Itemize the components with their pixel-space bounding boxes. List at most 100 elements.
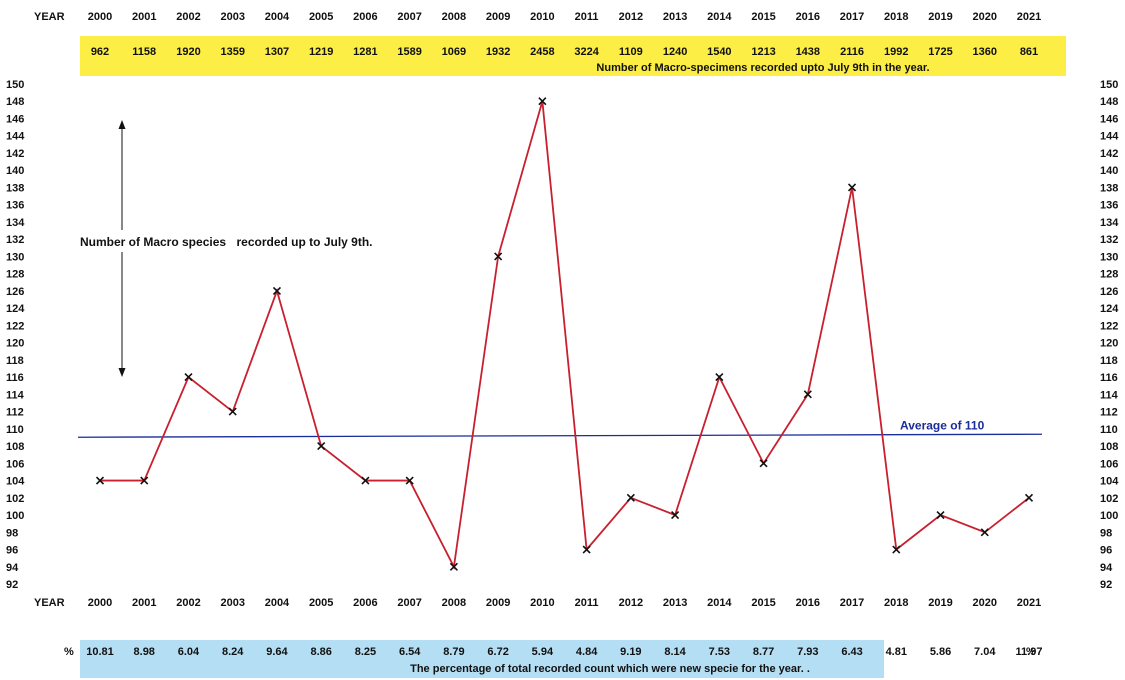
percent-value: 6.54 bbox=[399, 646, 421, 658]
top-year-label: 2019 bbox=[928, 11, 952, 23]
percent-value: 6.43 bbox=[841, 646, 862, 658]
data-point bbox=[936, 510, 945, 520]
top-year-header: YEAR bbox=[34, 11, 65, 23]
y-tick-label-left: 98 bbox=[6, 527, 18, 539]
percent-value: 8.79 bbox=[443, 646, 464, 658]
specimen-counts: 962 1158 1920 1359 1307 1219 1281 1589 1069 1932 2… bbox=[91, 46, 1038, 58]
y-tick-label-left: 150 bbox=[6, 79, 24, 91]
percent-value: 4.84 bbox=[576, 646, 598, 658]
percent-values: 10.81 8.98 6.04 8.24 9.64 8.86 8.25 6.54 8.79 6.7… bbox=[86, 646, 1042, 658]
data-point bbox=[538, 97, 547, 106]
y-tick-label-left: 148 bbox=[6, 96, 24, 108]
specimen-count: 1307 bbox=[265, 46, 289, 58]
specimen-count: 1213 bbox=[751, 46, 775, 58]
y-tick-label-left: 140 bbox=[6, 165, 24, 177]
y-tick-label-right: 128 bbox=[1100, 269, 1118, 281]
y-tick-label-left: 142 bbox=[6, 148, 24, 160]
top-year-label: 2009 bbox=[486, 11, 510, 23]
specimen-count: 1992 bbox=[884, 46, 908, 58]
data-point bbox=[272, 286, 282, 295]
y-tick-label-left: 130 bbox=[6, 251, 24, 263]
specimen-count: 1359 bbox=[220, 46, 244, 58]
bottom-year-label: 2019 bbox=[928, 597, 952, 609]
y-tick-label-left: 112 bbox=[6, 407, 24, 419]
y-tick-label-left: 132 bbox=[6, 234, 24, 246]
y-tick-label-right: 138 bbox=[1100, 182, 1118, 194]
top-year-label: 2016 bbox=[796, 11, 820, 23]
bottom-year-label: 2000 bbox=[88, 597, 112, 609]
percent-value: 7.93 bbox=[797, 646, 818, 658]
top-year-label: 2014 bbox=[707, 11, 732, 23]
y-tick-label-left: 106 bbox=[6, 458, 24, 470]
specimen-count: 1219 bbox=[309, 46, 333, 58]
bottom-year-label: 2003 bbox=[220, 597, 244, 609]
percent-value: 9.19 bbox=[620, 646, 641, 658]
specimen-count: 1158 bbox=[132, 46, 156, 58]
y-tick-label-right: 124 bbox=[1100, 303, 1119, 315]
top-year-label: 2003 bbox=[220, 11, 244, 23]
specimen-count: 1360 bbox=[973, 46, 997, 58]
y-tick-label-right: 142 bbox=[1100, 148, 1118, 160]
y-tick-label-right: 94 bbox=[1100, 562, 1113, 574]
data-point bbox=[803, 390, 812, 399]
y-tick-label-right: 146 bbox=[1100, 113, 1118, 125]
y-tick-label-left: 114 bbox=[6, 389, 25, 401]
bottom-year-label: 2005 bbox=[309, 597, 333, 609]
specimen-count: 1281 bbox=[353, 46, 377, 58]
specimen-count: 2116 bbox=[840, 46, 864, 58]
y-tick-label-left: 100 bbox=[6, 510, 24, 522]
y-tick-label-right: 116 bbox=[1100, 372, 1118, 384]
percent-band bbox=[80, 640, 884, 678]
bottom-year-label: 2016 bbox=[796, 597, 820, 609]
specimen-count: 1540 bbox=[707, 46, 731, 58]
y-tick-label-right: 120 bbox=[1100, 338, 1118, 350]
y-tick-label-left: 102 bbox=[6, 493, 24, 505]
y-tick-label-right: 106 bbox=[1100, 458, 1118, 470]
annotation-main: Number of Macro species bbox=[80, 235, 226, 249]
specimen-count: 1069 bbox=[442, 46, 466, 58]
y-tick-label-right: 144 bbox=[1100, 131, 1119, 143]
top-year-label: 2002 bbox=[176, 11, 200, 23]
bottom-year-label: 2004 bbox=[265, 597, 290, 609]
y-tick-label-right: 126 bbox=[1100, 286, 1118, 298]
y-tick-label-left: 124 bbox=[6, 303, 25, 315]
data-point bbox=[449, 562, 458, 571]
percent-value: 7.53 bbox=[709, 646, 730, 658]
y-tick-label-right: 100 bbox=[1100, 510, 1118, 522]
bottom-year-label: 2006 bbox=[353, 597, 377, 609]
y-tick-label-right: 118 bbox=[1100, 355, 1118, 367]
annotation-arrow bbox=[118, 120, 126, 377]
specimen-count: 3224 bbox=[574, 46, 599, 58]
top-year-label: 2012 bbox=[619, 11, 643, 23]
top-year-label: 2004 bbox=[265, 11, 290, 23]
y-tick-label-right: 92 bbox=[1100, 579, 1112, 591]
top-year-label: 2005 bbox=[309, 11, 333, 23]
average-line bbox=[77, 433, 1043, 438]
y-tick-label-right: 122 bbox=[1100, 320, 1118, 332]
percent-symbol-left: % bbox=[64, 646, 74, 658]
percent-value: 5.86 bbox=[930, 646, 951, 658]
y-tick-label-right: 108 bbox=[1100, 441, 1118, 453]
data-point bbox=[95, 476, 105, 485]
y-tick-label-right: 112 bbox=[1100, 407, 1118, 419]
y-tick-label-left: 94 bbox=[6, 562, 19, 574]
specimen-count: 1932 bbox=[486, 46, 510, 58]
y-axis-right-ticks: 92 94 96 98 100 102 104 106 108 110 112 114 116 118 12… bbox=[1100, 79, 1119, 591]
y-tick-label-right: 150 bbox=[1100, 79, 1118, 91]
percent-value: 4.81 bbox=[886, 646, 907, 658]
specimen-count: 861 bbox=[1020, 46, 1038, 58]
y-tick-label-left: 126 bbox=[6, 286, 24, 298]
data-point bbox=[317, 442, 326, 451]
y-tick-label-right: 96 bbox=[1100, 545, 1112, 557]
percent-value: 5.94 bbox=[532, 646, 554, 658]
y-tick-label-left: 96 bbox=[6, 545, 18, 557]
top-year-label: 2020 bbox=[973, 11, 997, 23]
y-tick-label-left: 122 bbox=[6, 320, 24, 332]
bottom-year-header: YEAR bbox=[34, 597, 65, 609]
specimens-caption: Number of Macro-specimens recorded upto … bbox=[596, 62, 929, 74]
specimen-count: 1920 bbox=[176, 46, 200, 58]
percent-value: 8.98 bbox=[134, 646, 155, 658]
specimen-count: 1725 bbox=[928, 46, 952, 58]
percent-value: 11.97 bbox=[1016, 646, 1043, 658]
